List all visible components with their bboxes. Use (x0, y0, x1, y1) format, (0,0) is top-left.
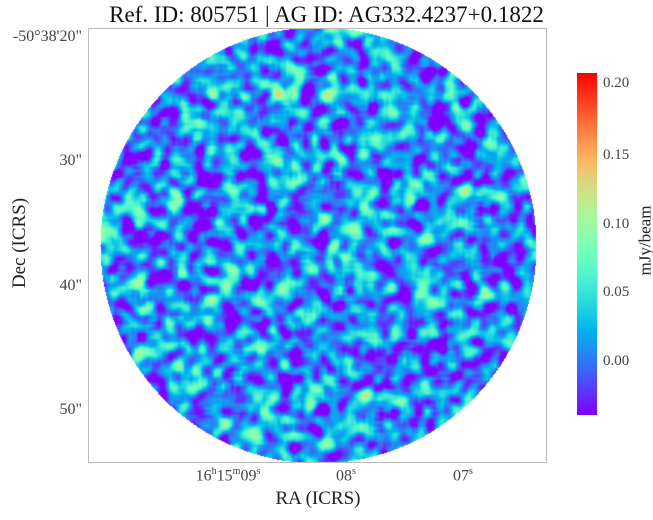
colorbar-tick-label: 0.10 (603, 216, 630, 232)
x-axis-label: RA (ICRS) (275, 488, 361, 509)
colorbar-tick-label: 0.15 (603, 147, 630, 163)
colorbar-tick-label: 0.20 (603, 75, 630, 91)
x-tick-label: 08s (336, 466, 356, 485)
y-tick-label: 50" (59, 401, 82, 418)
intensity-map (88, 28, 547, 463)
chart-title: Ref. ID: 805751 | AG ID: AG332.4237+0.18… (109, 2, 544, 27)
x-tick-label: 07s (453, 466, 473, 485)
x-tick-label: 16h15m09s (195, 466, 261, 485)
y-tick-label: 40" (59, 277, 82, 294)
colorbar-tick-label: 0.00 (603, 353, 630, 369)
y-axis-label: Dec (ICRS) (9, 197, 30, 289)
colorbar-tick-label: 0.05 (603, 284, 630, 300)
colorbar (577, 73, 597, 415)
plot-frame (88, 28, 547, 463)
y-tick-label: 30" (59, 152, 82, 169)
y-tick-label: -50°38'20" (12, 28, 82, 45)
colorbar-label: mJy/beam (635, 205, 653, 276)
